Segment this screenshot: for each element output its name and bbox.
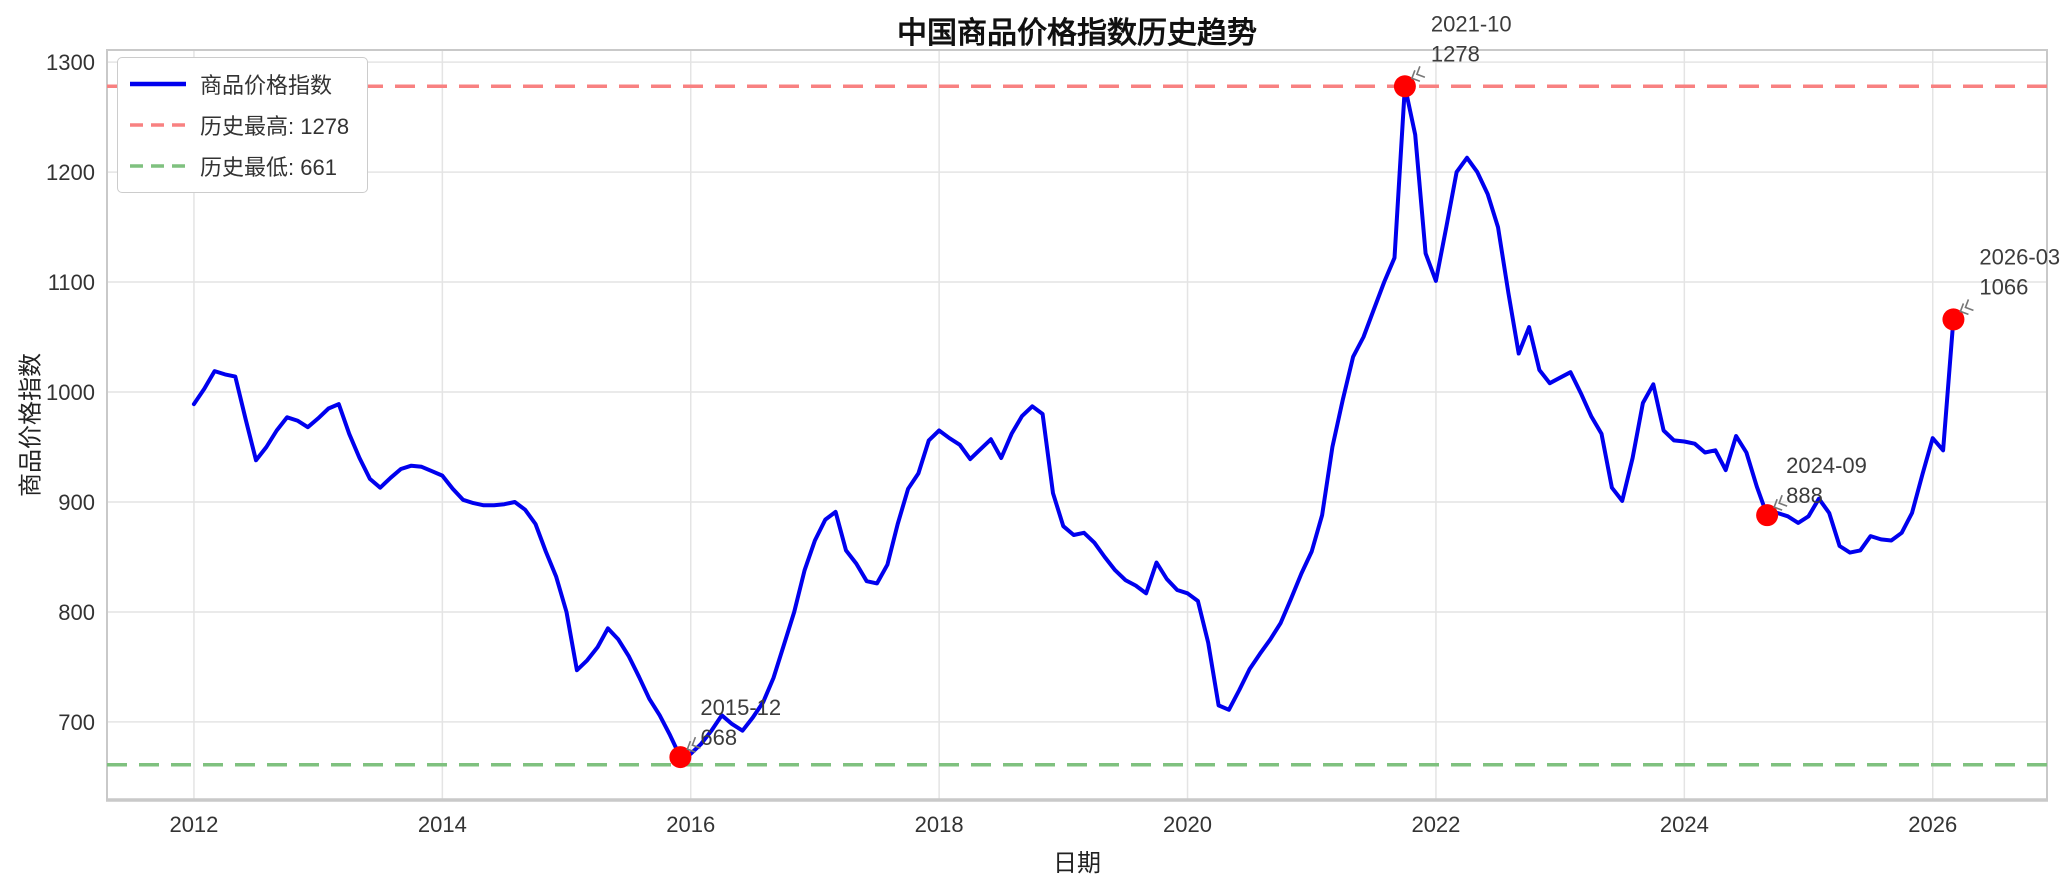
legend-line-sample-solid [130,81,186,87]
x-tick-label: 2012 [169,812,218,837]
annotation-date-label: 2021-10 [1431,11,1512,36]
annotation-arrow-icon [686,736,701,753]
legend: 商品价格指数 历史最高: 1278 历史最低: 661 [117,57,369,193]
legend-item-historical-max: 历史最高: 1278 [130,109,349,141]
y-tick-label: 1200 [46,160,95,185]
x-tick-label: 2026 [1908,812,1957,837]
legend-item-historical-min: 历史最低: 661 [130,150,349,182]
annotation-value-label: 668 [700,725,737,750]
x-axis-label: 日期 [1053,850,1101,877]
y-tick-label: 1300 [46,50,95,75]
annotation-dot [1393,75,1416,98]
y-tick-label: 1100 [48,270,95,295]
x-tick-label: 2016 [666,812,715,837]
annotation-arrow-icon [1959,299,1974,316]
legend-label: 历史最低: 661 [200,155,337,180]
annotation-dot [1942,308,1965,331]
annotation-dot [1756,504,1779,527]
y-tick-label: 1000 [46,380,95,405]
annotation-arrow-icon [1773,494,1788,511]
legend-label: 商品价格指数 [200,73,333,98]
plot-border [106,49,2048,801]
legend-line-sample-dashed-red [130,123,186,127]
annotation-date-label: 2026-03 [1979,244,2060,269]
x-tick-label: 2020 [1163,812,1212,837]
x-tick-label: 2014 [418,812,467,837]
annotation-value-label: 888 [1786,483,1823,508]
x-tick-label: 2018 [915,812,964,837]
x-tick-label: 2024 [1660,812,1709,837]
chart-title: 中国商品价格指数历史趋势 [897,17,1257,50]
legend-line-sample-dashed-green [130,164,186,168]
price-index-line [191,84,1956,760]
y-tick-label: 800 [58,600,95,625]
legend-item-price-index: 商品价格指数 [130,68,349,100]
annotation-date-label: 2015-12 [700,695,781,720]
annotation-arrow-icon [1410,66,1426,83]
y-tick-label: 700 [58,710,95,735]
y-axis-label: 商品价格指数 [17,353,45,497]
y-tick-label: 900 [58,490,95,515]
x-tick-label: 2022 [1411,812,1460,837]
annotation-dot [669,746,692,769]
annotation-value-label: 1278 [1431,41,1480,66]
legend-label: 历史最高: 1278 [200,114,350,139]
annotation-date-label: 2024-09 [1786,453,1867,478]
annotation-value-label: 1066 [1979,274,2028,299]
